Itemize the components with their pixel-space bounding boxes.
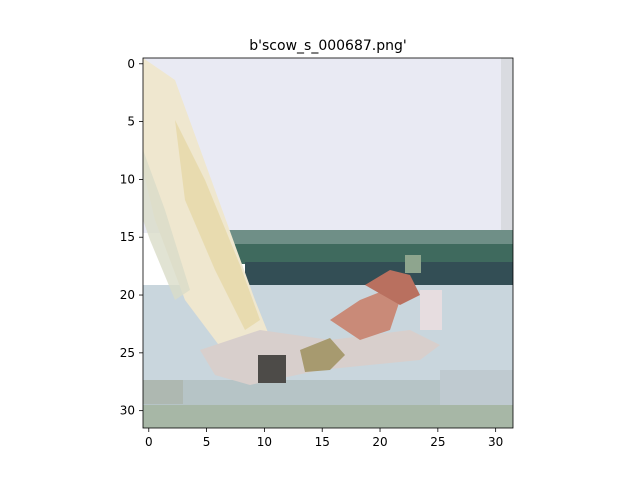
treeline-top (225, 230, 513, 248)
x-tick-label: 25 (430, 435, 445, 449)
y-tick-label: 25 (120, 346, 135, 360)
sail-highlight (175, 120, 260, 330)
y-tick-label: 0 (127, 57, 135, 71)
x-tick-label: 5 (203, 435, 211, 449)
y-tick-label: 10 (120, 172, 135, 186)
water-patch-left (143, 380, 183, 404)
water-patch-right (440, 370, 513, 405)
deck-region (300, 338, 345, 372)
x-tick-label: 0 (145, 435, 153, 449)
x-tick-label: 10 (257, 435, 272, 449)
crew-member (330, 290, 400, 340)
y-tick-label: 5 (127, 115, 135, 129)
x-tick-label: 20 (372, 435, 387, 449)
sail-shadow (143, 150, 190, 300)
hull-dark-region (258, 355, 286, 383)
treeline (235, 244, 513, 264)
image-frame (142, 57, 514, 429)
image-display (142, 57, 514, 429)
y-axis: 0 5 10 15 20 25 30 (120, 57, 143, 418)
x-tick-label: 30 (488, 435, 503, 449)
x-tick-label: 15 (315, 435, 330, 449)
background-figure (405, 255, 421, 273)
crew-member-head (365, 270, 420, 305)
foreground-water (143, 405, 513, 428)
y-tick-label: 30 (120, 404, 135, 418)
figure-title: b'scow_s_000687.png' (249, 38, 406, 54)
y-tick-label: 20 (120, 288, 135, 302)
sky-edge-region (501, 58, 513, 233)
x-axis: 0 5 10 15 20 25 30 (145, 428, 503, 449)
y-tick-label: 15 (120, 230, 135, 244)
bright-patch (420, 290, 442, 330)
